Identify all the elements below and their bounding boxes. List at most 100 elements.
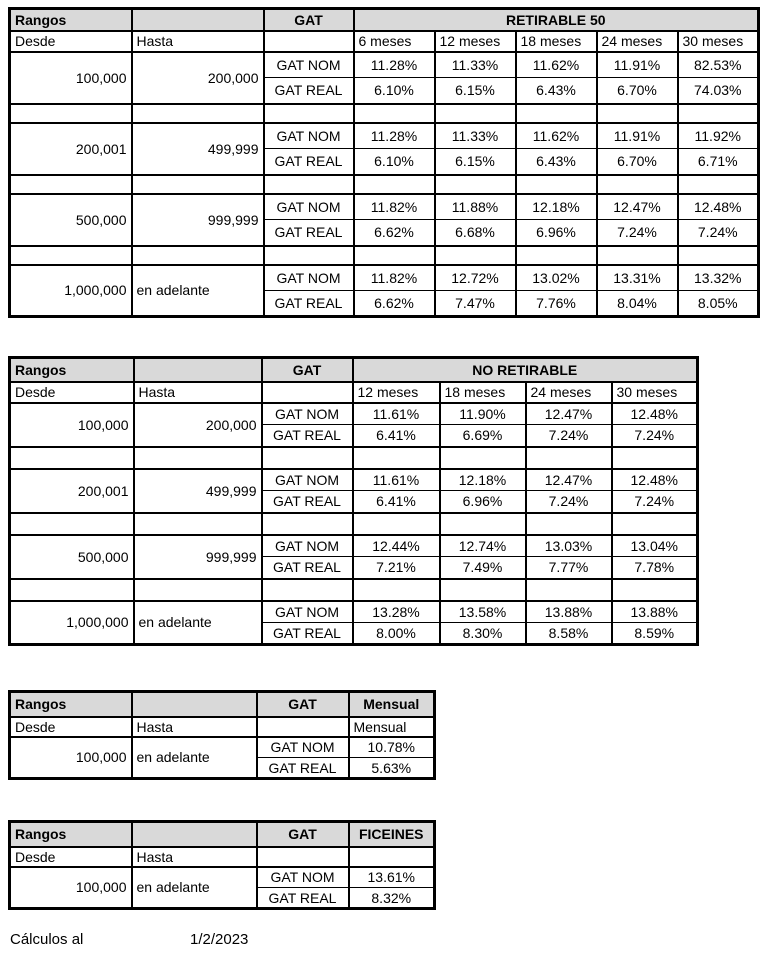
hasta-value: en adelante [130,263,265,317]
col-header-term: 12 meses [433,29,517,53]
gat-real-label: GAT REAL [262,219,355,247]
gat-nom-rate: 12.18% [438,467,527,491]
gat-real-rate: 8.59% [610,622,699,646]
gat-real-label: GAT REAL [262,148,355,176]
gat-nom-rate: 13.32% [676,263,760,291]
col-header-term: 18 meses [514,29,598,53]
rangos-header-blank [132,356,263,383]
gat-nom-label: GAT NOM [262,263,355,291]
gat-nom-rate: 13.03% [524,533,613,557]
spacer-cell [438,445,527,470]
gat-nom-rate: 12.74% [438,533,527,557]
gat-subheader-blank [255,845,350,868]
rangos-header: Rangos [8,7,133,32]
spacer-row [8,577,699,602]
footer: Cálculos al 1/2/2023 [8,931,768,948]
hasta-header: Hasta [132,380,263,404]
col-header-term: 30 meses [610,380,699,404]
gat-real-rate: 6.68% [433,219,517,247]
gat-header: GAT [262,7,355,32]
spacer-cell [260,511,354,536]
desde-value: 200,001 [8,467,135,513]
gat-real-rate: 6.41% [351,490,441,514]
table-title: FICEINES [347,820,436,848]
gat-nom-rate: 11.33% [433,50,517,78]
spacer-cell [351,445,441,470]
gat-nom-rate: 11.91% [595,121,679,149]
col-header-term: 18 meses [438,380,527,404]
gat-nom-rate: 11.90% [438,401,527,425]
gat-real-label: GAT REAL [260,490,354,514]
spacer-cell [438,577,527,602]
gat-nom-rate: 12.48% [610,467,699,491]
hasta-value: en adelante [130,865,258,909]
rangos-header-blank [130,7,265,32]
spacer-cell [610,445,699,470]
spacer-row [8,102,760,124]
gat-real-rate: 6.41% [351,424,441,448]
gat-nom-rate: 11.28% [352,50,436,78]
spacer-cell [595,244,679,266]
table-title: RETIRABLE 50 [352,7,760,32]
spacer-cell [130,244,265,266]
gat-nom-rate: 12.44% [351,533,441,557]
gat-nom-rate: 12.48% [610,401,699,425]
col-header-term: 24 meses [595,29,679,53]
spacer-cell [610,577,699,602]
footer-label: Cálculos al [10,931,84,948]
gat-nom-label: GAT NOM [262,50,355,78]
col-header-term: 6 meses [352,29,436,53]
spacer-cell [524,511,613,536]
table-title: NO RETIRABLE [351,356,699,383]
gat-real-label: GAT REAL [260,622,354,646]
desde-value: 200,001 [8,121,133,175]
spacer-cell [595,102,679,124]
gat-real-rate: 7.76% [514,290,598,318]
spacer-cell [262,244,355,266]
gat-nom-rate: 11.33% [433,121,517,149]
spacer-cell [8,577,135,602]
hasta-value: 200,000 [130,50,265,104]
gat-nom-rate: 13.02% [514,263,598,291]
col-header-term: Mensual [347,715,436,738]
spacer-cell [352,102,436,124]
spacer-row [8,511,699,536]
spacer-cell [514,102,598,124]
gat-real-rate: 8.04% [595,290,679,318]
rate-table-retirable50: Rangos GAT RETIRABLE 50 Desde Hasta 6 meses 12… [8,7,760,318]
gat-nom-rate: 82.53% [676,50,760,78]
gat-real-rate: 8.05% [676,290,760,318]
gat-real-rate: 6.15% [433,148,517,176]
spacer-cell [524,445,613,470]
gat-nom-rate: 11.28% [352,121,436,149]
hasta-value: 499,999 [132,467,263,513]
spacer-cell [262,173,355,195]
gat-real-rate: 74.03% [676,77,760,105]
gat-nom-label: GAT NOM [255,735,350,758]
gat-real-rate: 6.43% [514,148,598,176]
gat-nom-rate: 11.91% [595,50,679,78]
desde-value: 100,000 [8,735,133,779]
spacer-cell [8,445,135,470]
gat-nom-rate: 11.61% [351,401,441,425]
spacer-cell [514,244,598,266]
gat-header: GAT [255,820,350,848]
gat-nom-rate: 11.82% [352,192,436,220]
col-header-term [347,845,436,868]
hasta-header: Hasta [130,845,258,868]
spacer-cell [130,102,265,124]
rate-table-mensual: Rangos GAT Mensual Desde Hasta Mensual 100,000… [8,690,436,780]
gat-real-rate: 7.24% [610,490,699,514]
spacer-cell [352,173,436,195]
rate-tables-container: Rangos GAT RETIRABLE 50 Desde Hasta 6 meses 12… [8,7,768,910]
spacer-cell [132,445,263,470]
desde-value: 100,000 [8,865,133,909]
gat-real-rate: 6.62% [352,219,436,247]
gat-real-rate: 6.69% [438,424,527,448]
gat-nom-rate: 13.04% [610,533,699,557]
hasta-value: 999,999 [132,533,263,579]
gat-subheader-blank [255,715,350,738]
gat-nom-label: GAT NOM [255,865,350,888]
gat-nom-label: GAT NOM [260,467,354,491]
